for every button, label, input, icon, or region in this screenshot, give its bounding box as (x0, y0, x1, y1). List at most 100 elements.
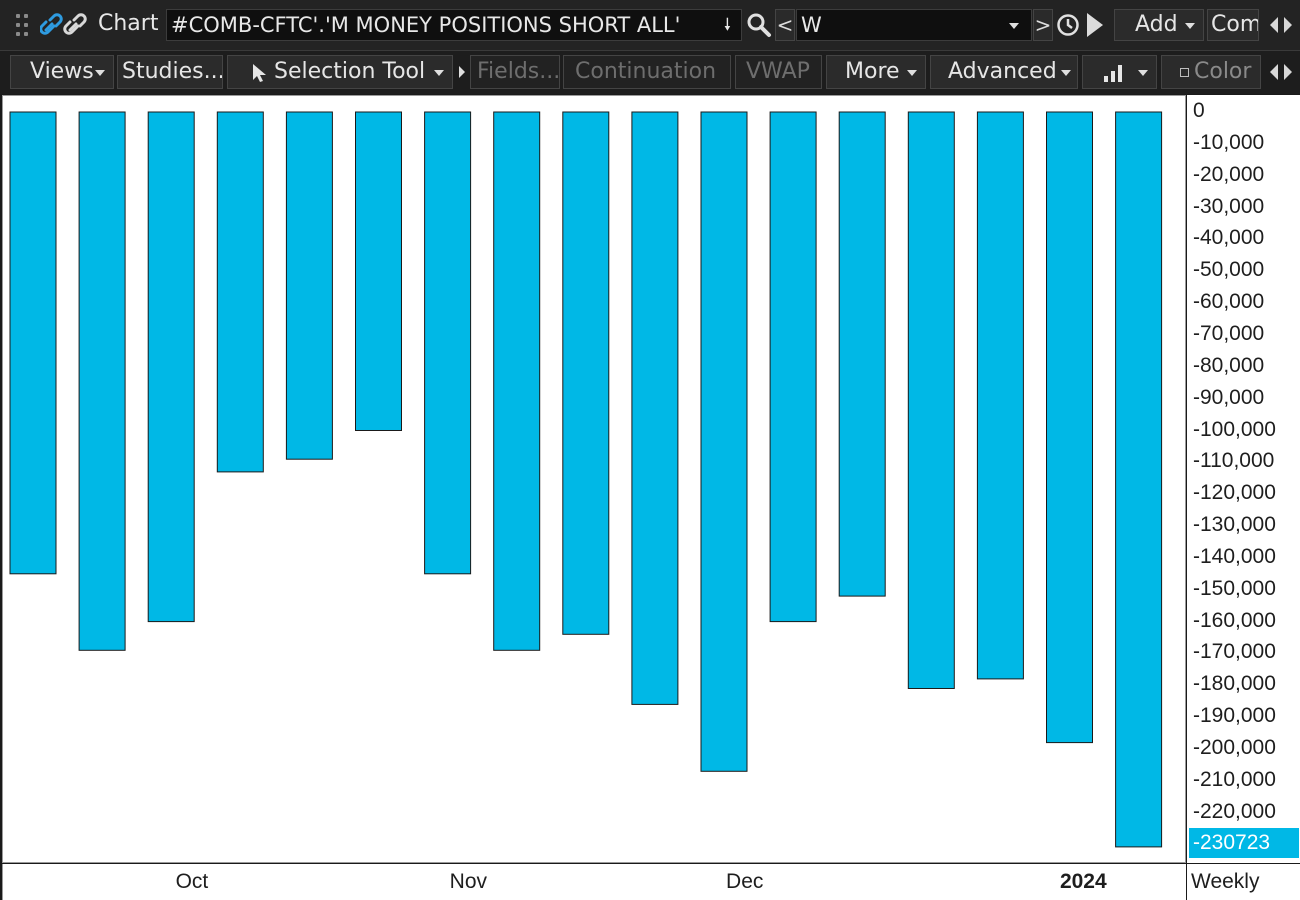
y-tick-label: -80,000 (1193, 353, 1265, 377)
more-button-label: More (845, 59, 900, 84)
chevron-right-icon[interactable] (458, 65, 466, 79)
bar-4[interactable] (285, 111, 333, 460)
x-tick-label: Oct (175, 870, 209, 893)
prev-period-button[interactable]: < (775, 9, 795, 41)
y-tick-label: -170,000 (1193, 640, 1276, 664)
y-tick-label: 0 (1193, 99, 1205, 122)
top-toolbar: Chart #COMB-CFTC'.'M MONEY POSITIONS SHO… (0, 0, 1300, 50)
y-tick-label: -150,000 (1193, 576, 1276, 600)
fields-button[interactable]: Fields... (470, 55, 560, 89)
continuation-button-label: Continuation (575, 59, 717, 84)
y-tick-label: -220,000 (1193, 799, 1276, 823)
symbol-dropdown-icon[interactable]: 🠗 (723, 15, 731, 35)
drag-grip-icon[interactable] (16, 14, 30, 38)
chart-type-button[interactable] (1082, 55, 1157, 89)
y-tick-label: -20,000 (1193, 162, 1265, 186)
y-tick-label: -110,000 (1193, 449, 1275, 473)
time-axis[interactable]: Oct Nov Dec 2024 (2, 864, 1186, 900)
axis-corner: Weekly (1187, 864, 1300, 900)
y-tick-label: -140,000 (1193, 544, 1276, 568)
symbol-input[interactable]: #COMB-CFTC'.'M MONEY POSITIONS SHORT ALL… (166, 9, 742, 41)
bar-12[interactable] (838, 111, 886, 597)
bar-10[interactable] (700, 111, 748, 772)
continuation-button[interactable]: Continuation (563, 55, 731, 89)
more-button[interactable]: More (826, 55, 926, 89)
price-axis[interactable]: 0 -10,000 -20,000 -30,000 -40,000 -50,000 -60,… (1187, 95, 1300, 863)
studies-button[interactable]: Studies... (117, 55, 223, 89)
bar-13[interactable] (907, 111, 955, 689)
advanced-button[interactable]: Advanced (930, 55, 1078, 89)
selection-tool-label: Selection Tool (274, 59, 426, 84)
x-tick-label: 2024 (1059, 870, 1107, 893)
bar-series (9, 111, 1163, 848)
y-tick-label: -60,000 (1193, 290, 1265, 314)
vwap-button-label: VWAP (746, 59, 810, 84)
studies-button-label: Studies... (122, 59, 223, 84)
bar-3[interactable] (216, 111, 264, 473)
y-tick-label: -180,000 (1193, 672, 1276, 696)
y-tick-label: -200,000 (1193, 736, 1276, 759)
advanced-button-label: Advanced (948, 59, 1057, 84)
bar-1[interactable] (78, 111, 126, 651)
x-tick-label: Dec (726, 870, 764, 893)
color-button-label: Color (1194, 59, 1252, 84)
play-icon[interactable] (1087, 13, 1103, 37)
period-select[interactable]: W (796, 9, 1032, 41)
bar-0[interactable] (9, 111, 57, 575)
chevron-down-icon (95, 70, 105, 76)
search-icon[interactable] (746, 12, 772, 38)
bar-8[interactable] (562, 111, 610, 635)
compare-button[interactable]: Com (1207, 9, 1259, 41)
y-tick-label: -100,000 (1193, 417, 1276, 441)
y-tick-label: -50,000 (1193, 258, 1265, 282)
clock-icon[interactable] (1056, 13, 1080, 37)
bar-chart-icon (1104, 65, 1122, 82)
y-tick-label: -30,000 (1193, 194, 1265, 218)
bar-7[interactable] (493, 111, 541, 651)
aggregation-label: Weekly (1191, 870, 1260, 893)
y-tick-label: -210,000 (1193, 767, 1276, 791)
chevron-down-icon (1185, 23, 1195, 29)
color-button[interactable]: Color (1161, 55, 1261, 89)
y-tick-label: -160,000 (1193, 608, 1276, 632)
toolbar-scroll-arrows-icon[interactable] (1268, 16, 1294, 34)
bar-15[interactable] (1046, 111, 1093, 744)
color-swatch-icon (1180, 68, 1189, 77)
y-tick-label: -130,000 (1193, 513, 1276, 537)
x-tick-label: Nov (449, 870, 488, 893)
cursor-arrow-icon (253, 64, 266, 82)
chevron-down-icon (1138, 70, 1148, 76)
bar-6[interactable] (424, 111, 472, 575)
chevron-down-icon (434, 70, 444, 76)
chart-title-label: Chart (98, 11, 159, 36)
chart-toolbar: Views Studies... Selection Tool Fields..… (0, 50, 1300, 94)
last-value-badge: -230723 (1189, 827, 1299, 858)
symbol-text: #COMB-CFTC'.'M MONEY POSITIONS SHORT ALL… (171, 13, 681, 37)
y-tick-label: -40,000 (1193, 226, 1265, 250)
toolbar-scroll-arrows-icon[interactable] (1268, 63, 1294, 81)
next-period-button[interactable]: > (1033, 9, 1053, 41)
add-button-label: Add (1135, 12, 1178, 37)
bar-16[interactable] (1115, 111, 1163, 848)
fields-button-label: Fields... (477, 59, 560, 84)
bar-5[interactable] (355, 111, 402, 431)
y-tick-label: -10,000 (1193, 130, 1265, 154)
vwap-button[interactable]: VWAP (735, 55, 822, 89)
chevron-down-icon (1061, 70, 1071, 76)
period-value: W (801, 13, 822, 37)
views-button-label: Views (30, 59, 94, 84)
y-tick-label: -90,000 (1193, 385, 1265, 409)
bar-11[interactable] (769, 111, 817, 623)
bar-14[interactable] (976, 111, 1024, 680)
y-tick-label: -190,000 (1193, 704, 1276, 728)
bar-9[interactable] (631, 111, 679, 705)
chevron-down-icon (1009, 23, 1019, 29)
compare-button-label: Com (1211, 12, 1259, 37)
y-tick-label: -120,000 (1193, 481, 1276, 505)
add-button[interactable]: Add (1114, 9, 1204, 41)
link-icon[interactable] (40, 12, 96, 38)
selection-tool-button[interactable]: Selection Tool (227, 55, 453, 89)
bar-2[interactable] (147, 111, 195, 623)
views-button[interactable]: Views (10, 55, 114, 89)
chart-plot-area[interactable] (2, 95, 1186, 863)
